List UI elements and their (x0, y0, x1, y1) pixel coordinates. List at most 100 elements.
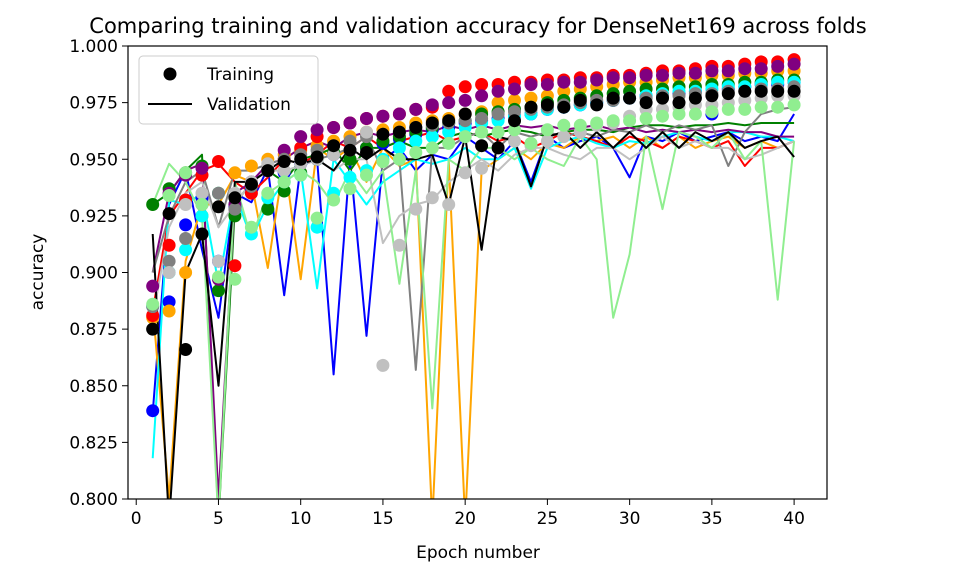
training-point-6 (540, 78, 554, 91)
training-point-6 (606, 71, 620, 85)
training-point-10 (277, 155, 291, 168)
y-tick-label: 0.950 (69, 150, 118, 170)
training-point-10 (146, 322, 160, 336)
training-point-2 (162, 304, 176, 318)
training-point-9 (409, 146, 423, 159)
training-point-9 (672, 107, 686, 121)
training-point-6 (787, 57, 801, 71)
training-point-8 (475, 161, 489, 175)
training-point-6 (508, 82, 521, 96)
training-point-9 (244, 220, 258, 234)
training-point-9 (787, 98, 801, 112)
training-point-6 (376, 109, 390, 123)
training-point-10 (195, 227, 209, 241)
y-tick-label: 0.850 (69, 377, 118, 397)
x-tick-label: 25 (537, 509, 559, 529)
training-point-8 (458, 166, 472, 180)
training-point-10 (294, 152, 308, 166)
training-point-9 (590, 116, 604, 130)
validation-line-2 (151, 135, 795, 499)
training-point-9 (738, 102, 752, 116)
training-point-6 (425, 98, 439, 112)
training-point-9 (360, 168, 373, 182)
training-point-10 (392, 125, 406, 139)
training-point-3 (146, 309, 160, 322)
training-point-6 (573, 75, 587, 89)
training-point-5 (442, 125, 456, 139)
training-point-10 (606, 91, 620, 105)
legend-training-label: Training (206, 65, 274, 85)
x-tick-label: 10 (290, 509, 312, 529)
training-point-10 (179, 343, 193, 356)
plot-area (146, 53, 801, 499)
training-point-10 (705, 89, 719, 103)
training-point-10 (310, 150, 324, 164)
training-point-9 (771, 100, 785, 114)
y-tick-label: 0.975 (69, 94, 118, 114)
training-point-9 (376, 155, 390, 168)
training-point-2 (244, 159, 258, 173)
training-point-10 (590, 98, 604, 112)
training-point-8 (195, 186, 209, 200)
training-point-9 (162, 189, 176, 202)
training-point-6 (672, 66, 686, 80)
training-point-10 (754, 84, 768, 98)
y-tick-label: 1.000 (69, 37, 118, 57)
training-point-9 (721, 102, 735, 116)
training-point-6 (705, 64, 719, 78)
training-point-9 (228, 272, 242, 286)
training-point-6 (310, 123, 324, 137)
training-point-9 (688, 107, 702, 121)
validation-line-10 (151, 131, 795, 499)
training-point-6 (557, 75, 571, 89)
training-point-10 (738, 84, 752, 98)
training-point-9 (540, 123, 554, 137)
training-point-9 (639, 112, 653, 125)
training-point-9 (195, 198, 209, 211)
training-point-6 (146, 279, 160, 293)
training-point-5 (392, 141, 406, 155)
training-point-6 (360, 112, 373, 125)
y-tick-label: 0.875 (69, 320, 118, 340)
training-point-8 (425, 191, 439, 205)
training-point-6 (524, 78, 538, 91)
training-point-3 (475, 78, 489, 91)
training-point-10 (721, 87, 735, 101)
training-point-10 (787, 84, 801, 98)
training-point-9 (491, 125, 505, 139)
training-point-7 (508, 105, 521, 119)
training-point-7 (491, 107, 505, 121)
legend: Training Validation (138, 55, 319, 125)
training-point-9 (212, 270, 225, 284)
training-point-9 (557, 118, 571, 132)
training-point-8 (162, 266, 176, 279)
training-point-8 (360, 125, 373, 139)
training-point-2 (524, 91, 538, 105)
training-point-3 (228, 259, 242, 273)
training-point-8 (508, 134, 521, 148)
training-point-7 (475, 112, 489, 125)
training-point-5 (425, 130, 439, 144)
training-point-4 (277, 184, 291, 198)
training-point-8 (557, 130, 571, 144)
training-point-1 (146, 404, 160, 418)
training-point-6 (639, 68, 653, 82)
training-point-4 (212, 284, 225, 298)
training-point-9 (754, 100, 768, 114)
training-point-4 (146, 198, 160, 211)
training-point-6 (392, 107, 406, 121)
training-point-2 (557, 84, 571, 98)
training-point-4 (343, 152, 357, 166)
y-axis: 0.800 0.825 0.850 0.875 0.900 0.925 0.950 0.975… (69, 37, 128, 510)
training-point-10 (442, 114, 456, 128)
y-tick-label: 0.825 (69, 433, 118, 453)
training-point-10 (228, 191, 242, 205)
training-point-7 (343, 134, 357, 148)
training-point-6 (656, 68, 669, 82)
training-point-10 (425, 116, 439, 130)
training-point-10 (343, 143, 357, 157)
training-point-9 (425, 141, 439, 155)
training-point-10 (557, 100, 571, 114)
x-axis: 0 5 10 15 20 25 30 35 40 (131, 499, 805, 529)
x-tick-label: 15 (372, 509, 394, 529)
